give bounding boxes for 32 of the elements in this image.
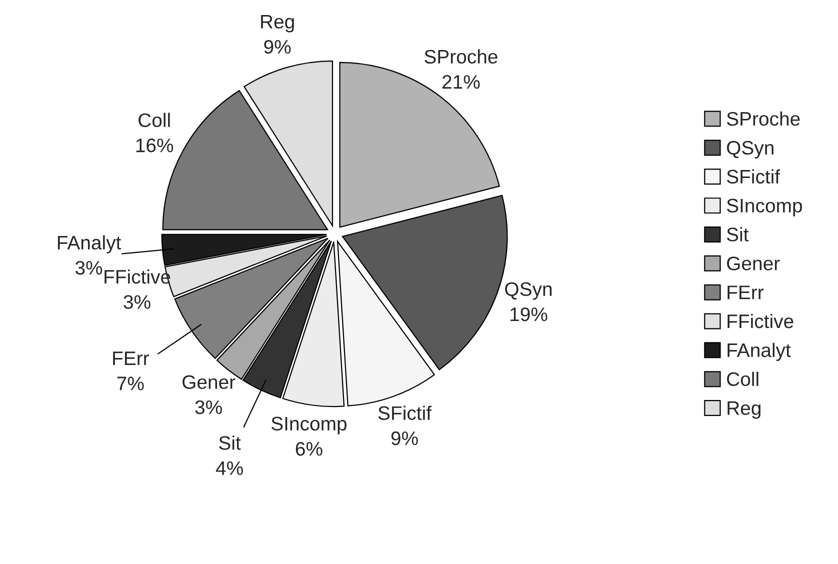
data-label: 16%: [136, 138, 174, 152]
data-label: 9%: [391, 431, 418, 446]
data-label: 21%: [442, 74, 480, 89]
legend-label: SIncomp: [726, 198, 802, 216]
slice-label: Gener: [182, 375, 236, 389]
slice-label: FAnalyt: [58, 235, 122, 254]
data-label: 9%: [264, 40, 291, 54]
slice-label: Coll: [138, 112, 170, 128]
slice-label: SIncomp: [271, 416, 347, 434]
data-label: 19%: [510, 307, 548, 322]
slice-label: QSyn: [505, 282, 552, 300]
data-label: 3%: [124, 295, 150, 309]
legend-label: SFictif: [726, 169, 780, 184]
slice-label: FErr: [113, 352, 149, 365]
legend-label: FAnalyt: [728, 342, 791, 361]
data-label: 3%: [195, 400, 222, 414]
slice-label: SProche: [424, 49, 498, 64]
legend-label: Reg: [728, 401, 760, 419]
legend-label: Gener: [727, 256, 780, 270]
legend-label: SProche: [726, 111, 800, 126]
data-label: 3%: [75, 260, 102, 275]
legend-label: Coll: [727, 372, 758, 386]
legend-label: Sit: [726, 227, 749, 242]
slice-label: SFictif: [378, 406, 432, 420]
slice-label: Reg: [261, 14, 294, 32]
legend-label: FErr: [728, 286, 764, 300]
data-label: 6%: [296, 442, 322, 456]
legend-label: FFictive: [728, 314, 794, 328]
data-label: 7%: [117, 376, 144, 390]
data-label: 4%: [216, 461, 243, 475]
legend-label: QSyn: [726, 140, 774, 158]
slice-label: Sit: [219, 436, 241, 450]
